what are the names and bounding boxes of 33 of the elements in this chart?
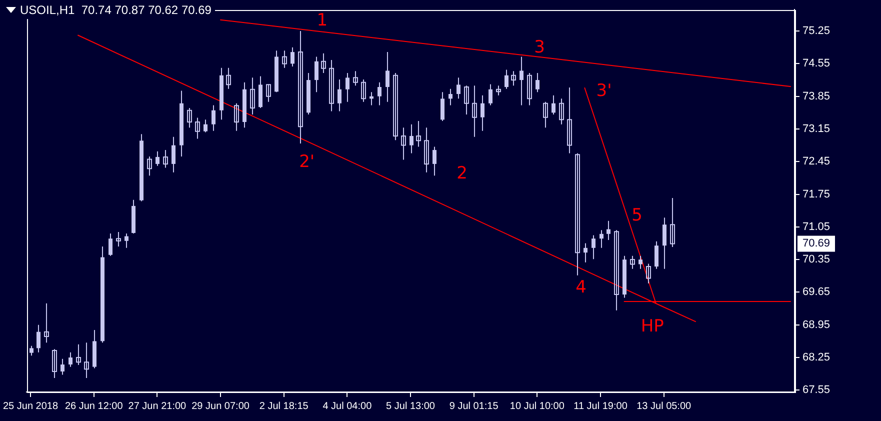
annotation: 3' — [596, 81, 612, 102]
annotation: 4 — [576, 277, 586, 298]
y-tick-label: 73.15 — [802, 123, 830, 136]
x-tick-label: 13 Jul 05:00 — [636, 400, 692, 412]
x-tick-label: 9 Jul 01:15 — [449, 400, 499, 412]
x-tick-label: 27 Jun 21:00 — [128, 400, 187, 412]
annotation: 2 — [456, 163, 468, 184]
x-tick-label: 11 Jul 19:00 — [574, 400, 628, 412]
x-tick-label: 25 Jun 2018 — [2, 400, 58, 412]
y-tick-label: 71.75 — [802, 188, 830, 200]
annotation: 2' — [299, 152, 315, 172]
y-tick-label: 68.25 — [802, 352, 830, 364]
y-tick-label: 69.65 — [802, 286, 830, 298]
annotation: 5 — [632, 206, 642, 226]
chart-title: USOIL,H1 70.74 70.87 70.62 70.69 — [20, 3, 212, 17]
annotation: 70.69 — [802, 238, 830, 250]
x-tick-label: 26 Jun 12:00 — [64, 400, 124, 412]
x-tick-label: 29 Jun 07:00 — [192, 400, 250, 412]
y-tick-label: 75.25 — [802, 25, 830, 38]
y-tick-label: 68.95 — [802, 318, 830, 331]
annotation: 3 — [534, 37, 545, 58]
x-tick-label: 5 Jul 13:00 — [386, 400, 436, 412]
y-tick-label: 70.35 — [802, 254, 830, 266]
annotation: 1 — [316, 10, 328, 30]
y-tick-label: 73.85 — [802, 90, 830, 102]
x-tick-label: 2 Jul 18:15 — [259, 400, 309, 412]
x-tick-label: 10 Jul 10:00 — [510, 400, 565, 412]
y-tick-label: 74.55 — [802, 58, 830, 70]
y-tick-label: 67.55 — [802, 384, 830, 396]
y-tick-label: 71.05 — [802, 220, 830, 233]
annotation: HP — [640, 316, 664, 336]
x-tick-label: 4 Jul 04:00 — [322, 400, 372, 412]
y-tick-label: 72.45 — [802, 156, 830, 168]
